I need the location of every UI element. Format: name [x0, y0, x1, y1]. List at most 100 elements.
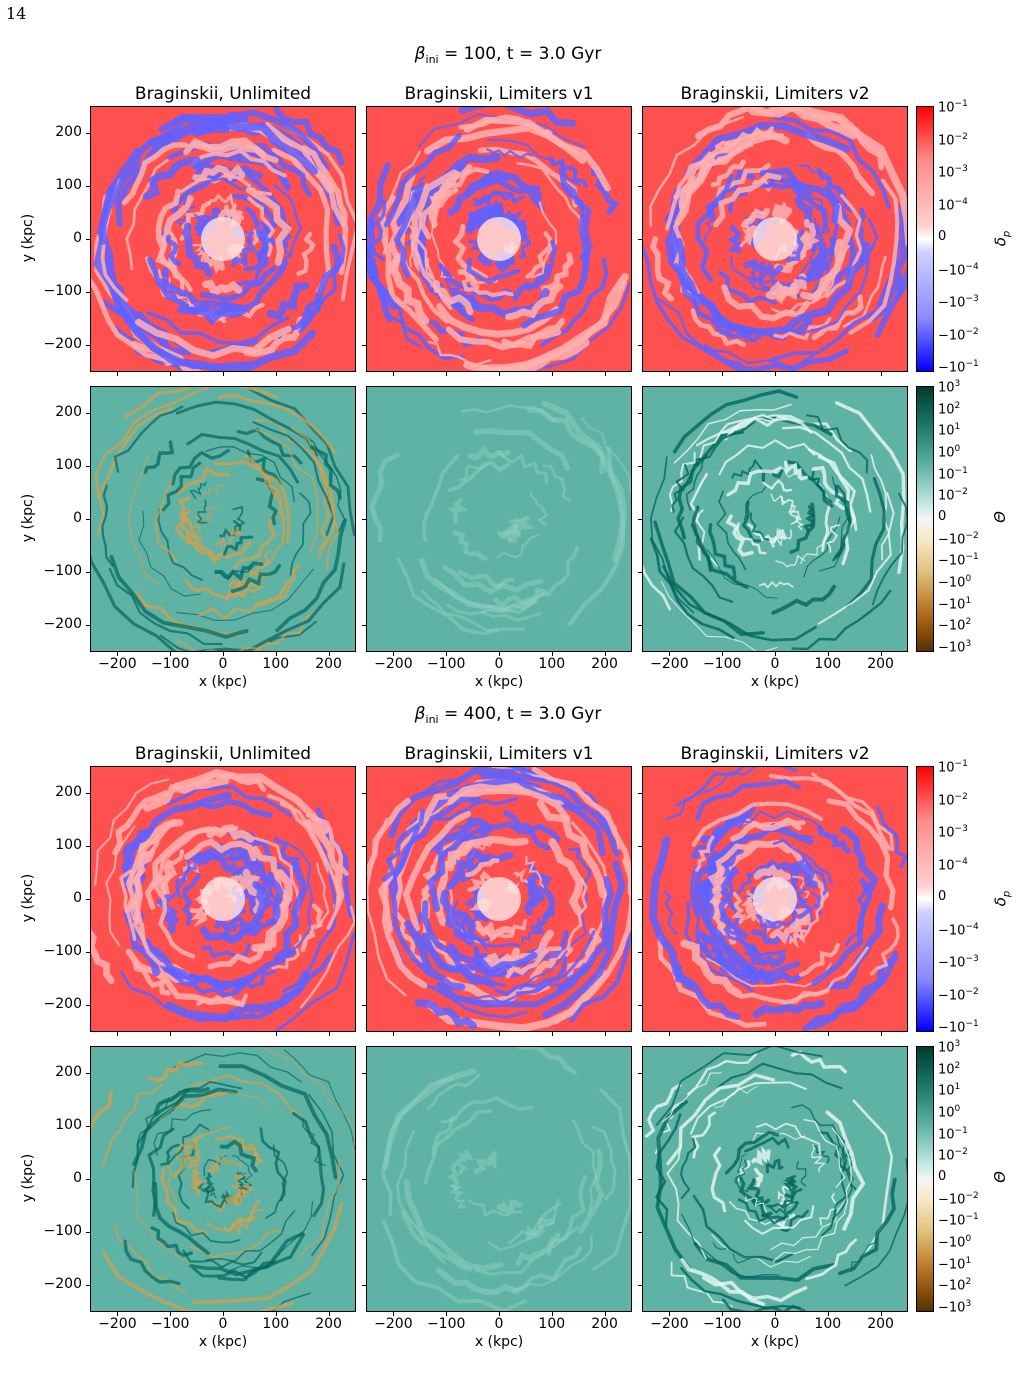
field-filament	[91, 925, 115, 985]
field-filament	[202, 279, 243, 295]
x-tick-mark	[275, 1312, 277, 1316]
field-filament	[460, 911, 494, 942]
y-tick-mark	[638, 899, 642, 900]
field-filament	[253, 225, 273, 265]
field-filament	[730, 818, 802, 842]
field-filament	[367, 797, 411, 880]
field-filament	[665, 767, 757, 820]
x-tick-mark	[499, 1032, 500, 1036]
field-filament	[529, 491, 549, 527]
field-filament	[680, 1266, 801, 1310]
field-filament	[298, 232, 346, 334]
field-filament	[803, 516, 841, 578]
field-filament	[177, 305, 247, 326]
field-filament	[133, 841, 160, 923]
field-filament	[486, 139, 581, 186]
y-tick-mark	[86, 1179, 90, 1180]
field-filament	[803, 1118, 846, 1188]
y-tick-mark	[362, 1179, 366, 1180]
field-filament	[446, 847, 488, 890]
y-tick-mark	[86, 133, 90, 135]
colorbar-delta-p	[916, 766, 934, 1032]
x-tick-label: 100	[538, 1316, 566, 1332]
x-tick-mark	[170, 1312, 172, 1316]
field-filament	[785, 229, 806, 263]
field-filament	[190, 148, 287, 178]
field-filament	[517, 1235, 593, 1290]
y-tick-mark	[362, 186, 366, 188]
field-filament	[520, 917, 540, 944]
field-filament	[174, 496, 194, 545]
y-tick-mark	[86, 1126, 90, 1128]
x-tick-mark	[827, 372, 829, 376]
field-filament	[684, 121, 851, 177]
field-filament	[782, 241, 871, 334]
field-filament	[257, 856, 279, 928]
field-filament	[146, 311, 290, 346]
field-filament	[454, 1150, 474, 1175]
field-filament	[516, 161, 583, 233]
field-filament	[289, 492, 312, 576]
field-filament	[420, 767, 576, 796]
field-filament	[685, 454, 708, 511]
field-filament	[101, 1250, 295, 1311]
field-filament	[765, 282, 798, 305]
x-tick-mark	[775, 372, 776, 376]
field-filament	[431, 1115, 456, 1156]
field-filament	[788, 928, 808, 949]
field-filament	[186, 432, 300, 484]
x-tick-mark	[880, 652, 882, 656]
field-filament	[302, 1118, 326, 1167]
field-filament	[811, 1144, 826, 1173]
field-filament	[219, 1139, 258, 1173]
field-filament	[567, 847, 592, 889]
field-filament	[183, 838, 257, 862]
field-filament	[773, 115, 891, 210]
field-filament	[786, 460, 834, 508]
field-filament	[493, 586, 549, 610]
field-filament	[643, 244, 743, 366]
colorbar-tick-label: −103	[938, 1299, 972, 1316]
field-filament	[670, 1261, 733, 1308]
field-filament	[177, 466, 230, 495]
x-tick-mark	[775, 1312, 776, 1316]
field-filament	[466, 257, 521, 285]
field-filament	[133, 1171, 191, 1267]
x-axis-label: x (kpc)	[198, 1334, 248, 1350]
field-filament	[381, 808, 425, 882]
field-filament	[300, 433, 346, 534]
y-tick-label: −200	[43, 335, 82, 352]
y-tick-mark	[638, 133, 642, 135]
field-filament	[796, 259, 825, 283]
field-filament	[673, 516, 734, 603]
field-filament	[655, 1099, 692, 1271]
field-filament	[128, 453, 161, 587]
field-filament	[485, 338, 590, 371]
field-filament	[421, 454, 460, 542]
field-filament	[222, 535, 254, 556]
colorbar-tick-label: −10−1	[938, 1019, 979, 1036]
field-filament	[177, 514, 199, 549]
field-filament	[245, 186, 293, 266]
field-filament	[266, 281, 310, 321]
field-filament	[816, 167, 854, 213]
field-filament	[162, 967, 248, 998]
colorbar-label-theta: Θ	[990, 511, 1009, 523]
field-filament	[505, 946, 562, 979]
field-filament	[259, 486, 285, 570]
field-filament	[480, 592, 545, 614]
field-filament	[285, 841, 314, 955]
x-axis-label: x (kpc)	[750, 1334, 800, 1350]
field-filament	[673, 263, 752, 340]
field-filament	[831, 1127, 853, 1214]
field-filament	[114, 1225, 187, 1295]
x-tick-label: 200	[867, 1316, 894, 1332]
field-filament	[811, 772, 894, 852]
y-tick-mark	[638, 519, 642, 520]
field-filament	[495, 247, 515, 274]
field-filament	[837, 1177, 897, 1276]
field-filament	[755, 913, 794, 929]
colorbar-theta	[916, 386, 934, 652]
field-filament	[178, 1074, 304, 1120]
field-filament	[473, 1150, 497, 1174]
